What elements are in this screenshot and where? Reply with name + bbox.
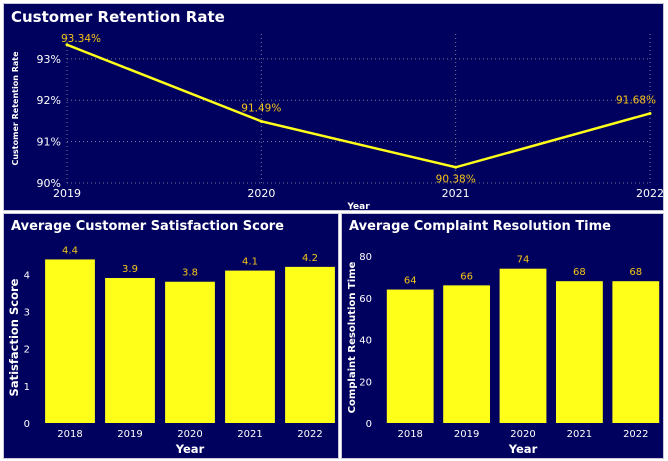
data-label: 90.38%	[436, 173, 476, 185]
satisfaction-score-panel: Average Customer Satisfaction Score 0 1 2 3…	[3, 213, 339, 459]
y-tick-label: 80	[359, 252, 372, 263]
data-label: 4.1	[242, 257, 258, 268]
y-tick-label: 93%	[37, 53, 61, 66]
bar	[45, 259, 95, 423]
x-axis-label: Year	[346, 202, 370, 211]
x-tick-label: 2021	[567, 429, 592, 440]
bar	[165, 281, 215, 423]
satisfaction-bar-chart: 0 1 2 3 4 4.4 2018 3.9 2019 3.8 2020 4.1 2021 4.2 2022…	[7, 245, 335, 456]
data-point	[259, 119, 263, 123]
data-label: 3.8	[182, 268, 198, 279]
y-tick-label: 4	[24, 270, 30, 281]
data-label: 91.68%	[616, 94, 656, 106]
data-label: 91.49%	[241, 102, 281, 114]
y-tick-label: 90%	[37, 177, 61, 190]
y-axis-label: Satisfaction Score	[7, 278, 21, 396]
x-tick-label: 2021	[442, 187, 470, 200]
series-line	[66, 43, 651, 169]
y-tick-label: 20	[359, 377, 372, 388]
x-tick-label: 2022	[636, 187, 664, 200]
data-label: 93.34%	[61, 33, 101, 45]
y-tick-label: 40	[359, 336, 372, 347]
bar	[612, 281, 660, 423]
x-tick-label: 2020	[177, 429, 202, 440]
bar	[285, 266, 335, 423]
x-tick-label: 2019	[53, 187, 81, 200]
y-tick-label: 1	[24, 382, 30, 393]
bar	[105, 278, 155, 423]
y-tick-label: 60	[359, 294, 372, 305]
data-label: 4.2	[302, 253, 318, 264]
y-tick-label: 0	[24, 419, 30, 430]
x-tick-label: 2019	[454, 429, 479, 440]
bar	[555, 281, 603, 423]
data-label: 66	[460, 271, 473, 282]
data-point	[454, 165, 458, 169]
y-tick-label: 0	[366, 419, 372, 430]
bar	[499, 268, 547, 423]
y-tick-label: 92%	[37, 94, 61, 107]
bar	[225, 270, 275, 423]
data-point	[648, 111, 652, 115]
y-axis-label: Customer Retention Rate	[11, 51, 20, 166]
satisfaction-chart-title: Average Customer Satisfaction Score	[11, 219, 284, 234]
retention-rate-panel: Customer Retention Rate 90% 91% 92% 93% 2019…	[3, 3, 664, 211]
x-tick-label: 2022	[297, 429, 322, 440]
x-tick-label: 2022	[623, 429, 648, 440]
resolution-bar-chart: 0 20 40 60 80 64 2018 66 2019 74 2020 68 2021 68 2022 Y…	[347, 252, 660, 456]
x-tick-label: 2018	[397, 429, 422, 440]
x-tick-label: 2020	[247, 187, 275, 200]
y-tick-label: 91%	[37, 136, 61, 149]
x-tick-label: 2018	[57, 429, 82, 440]
data-label: 74	[517, 255, 530, 266]
data-label: 4.4	[62, 245, 78, 256]
bar	[386, 289, 434, 423]
x-axis-label: Year	[508, 442, 538, 456]
y-tick-label: 3	[24, 307, 30, 318]
data-label: 64	[404, 276, 417, 287]
data-point	[65, 43, 69, 47]
data-label: 3.9	[122, 264, 138, 275]
x-tick-label: 2019	[117, 429, 142, 440]
x-tick-label: 2021	[237, 429, 262, 440]
retention-chart-title: Customer Retention Rate	[11, 8, 225, 26]
y-tick-label: 2	[24, 345, 30, 356]
data-label: 68	[629, 267, 642, 278]
resolution-time-panel: Average Complaint Resolution Time 0 20 40 6…	[341, 213, 664, 459]
x-axis-label: Year	[175, 442, 205, 456]
y-axis-label: Complaint Resolution Time	[347, 261, 358, 413]
x-tick-label: 2020	[510, 429, 535, 440]
bar	[443, 285, 491, 423]
retention-line-chart: 90% 91% 92% 93% 2019 2020 2021 2022 93.34% 91.49%…	[11, 33, 664, 211]
data-label: 68	[573, 267, 586, 278]
resolution-chart-title: Average Complaint Resolution Time	[349, 219, 611, 234]
